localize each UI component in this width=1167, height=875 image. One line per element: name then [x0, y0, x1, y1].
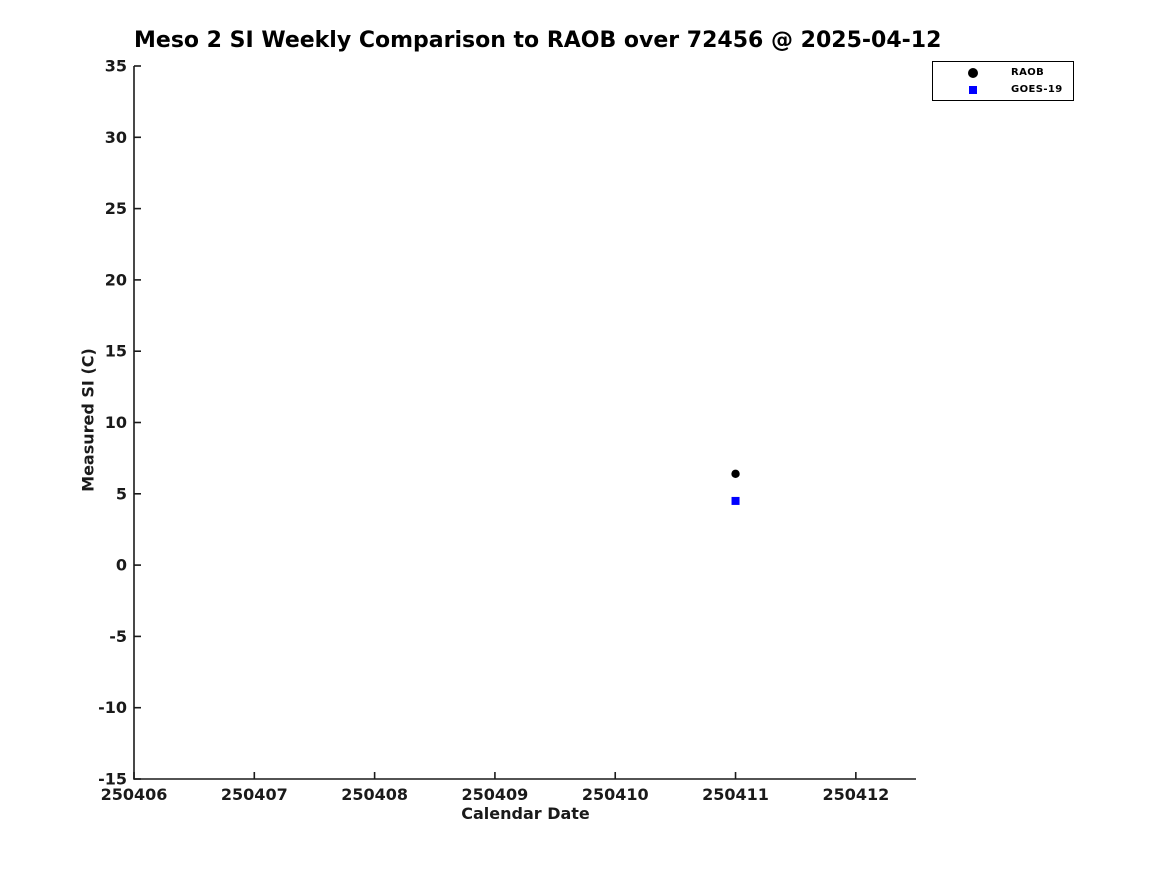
y-tick-label: -10	[98, 698, 127, 717]
x-axis-label: Calendar Date	[461, 804, 590, 823]
y-tick-label: 20	[105, 270, 127, 289]
legend-label-goes-19: GOES-19	[1011, 84, 1063, 95]
y-tick-label: 5	[116, 484, 127, 503]
goes-19-marker-icon	[969, 85, 977, 94]
axis-spine	[133, 66, 916, 780]
x-tick-label: 250410	[582, 785, 649, 804]
legend-marker-cell	[948, 85, 998, 94]
chart-title: Meso 2 SI Weekly Comparison to RAOB over…	[134, 28, 942, 53]
data-point-raob	[731, 469, 740, 479]
y-tick-label: 25	[105, 199, 127, 218]
y-tick-label: 0	[116, 556, 127, 575]
x-tick-label: 250409	[462, 785, 529, 804]
raob-marker-icon	[968, 67, 978, 78]
x-tick-label: 250408	[341, 785, 408, 804]
legend-item-raob: RAOB	[933, 64, 1073, 81]
y-tick-label: 10	[105, 413, 127, 432]
x-tick-label: 250411	[702, 785, 769, 804]
x-tick-label: 250407	[221, 785, 288, 804]
data-point-goes-19	[731, 496, 740, 505]
legend-marker-cell	[948, 67, 998, 78]
legend: RAOB GOES-19	[932, 61, 1074, 101]
y-tick-label: -15	[98, 770, 127, 789]
x-tick-label: 250406	[101, 785, 168, 804]
y-tick-label: -5	[109, 627, 127, 646]
y-tick-label: 30	[105, 128, 127, 147]
legend-item-goes-19: GOES-19	[933, 81, 1073, 98]
y-tick-label: 15	[105, 342, 127, 361]
x-tick-label: 250412	[822, 785, 889, 804]
legend-label-raob: RAOB	[1011, 67, 1045, 78]
y-tick-label: 35	[105, 57, 127, 76]
